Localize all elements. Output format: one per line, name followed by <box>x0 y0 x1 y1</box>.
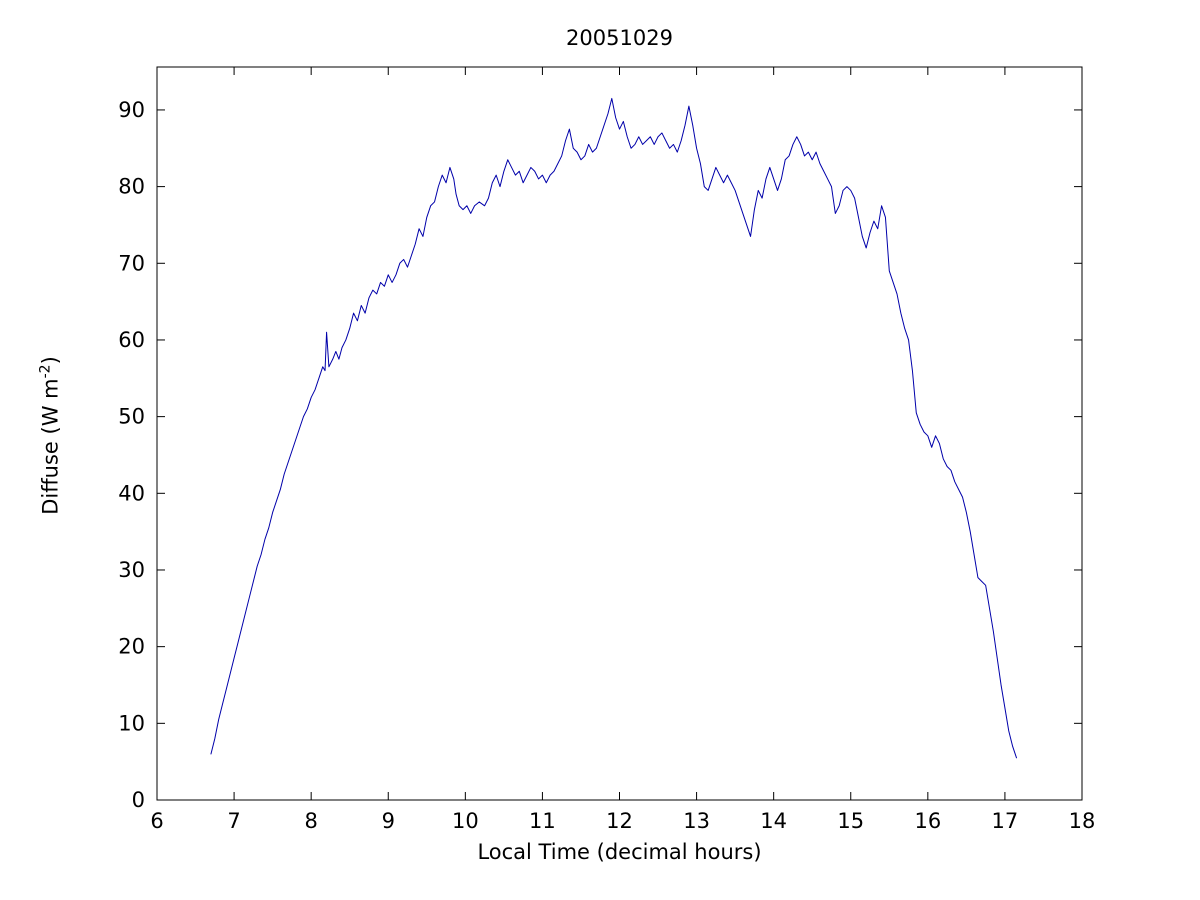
y-tick-label: 90 <box>118 98 145 122</box>
y-tick-label: 60 <box>118 328 145 352</box>
x-axis-label: Local Time (decimal hours) <box>477 840 762 864</box>
x-tick-label: 15 <box>837 809 864 833</box>
axes-box <box>156 66 1083 801</box>
y-axis-label-close: ) <box>38 356 63 365</box>
y-tick-label: 70 <box>118 251 145 275</box>
x-tick-label: 18 <box>1069 809 1096 833</box>
x-tick-label: 17 <box>992 809 1019 833</box>
y-tick-label: 50 <box>118 405 145 429</box>
x-tick-label: 6 <box>150 809 163 833</box>
x-tick-label: 13 <box>683 809 710 833</box>
y-tick-label: 0 <box>132 788 145 812</box>
y-tick-label: 80 <box>118 175 145 199</box>
x-tick-label: 7 <box>227 809 240 833</box>
y-axis-label-main: Diffuse (W m <box>38 378 63 515</box>
y-axis-label-exponent: -2 <box>37 364 54 379</box>
x-tick-label: 16 <box>914 809 941 833</box>
y-tick-label: 20 <box>118 635 145 659</box>
y-axis-label: Diffuse (W m-2) <box>38 56 63 816</box>
x-tick-label: 12 <box>606 809 633 833</box>
y-tick-label: 40 <box>118 481 145 505</box>
x-tick-label: 11 <box>529 809 556 833</box>
x-tick-label: 14 <box>760 809 787 833</box>
chart-title: 20051029 <box>566 26 673 50</box>
x-tick-label: 9 <box>382 809 395 833</box>
data-line-diffuse <box>210 97 1017 759</box>
y-tick-label: 10 <box>118 711 145 735</box>
x-tick-label: 10 <box>452 809 479 833</box>
y-tick-label: 30 <box>118 558 145 582</box>
x-tick-label: 8 <box>304 809 317 833</box>
